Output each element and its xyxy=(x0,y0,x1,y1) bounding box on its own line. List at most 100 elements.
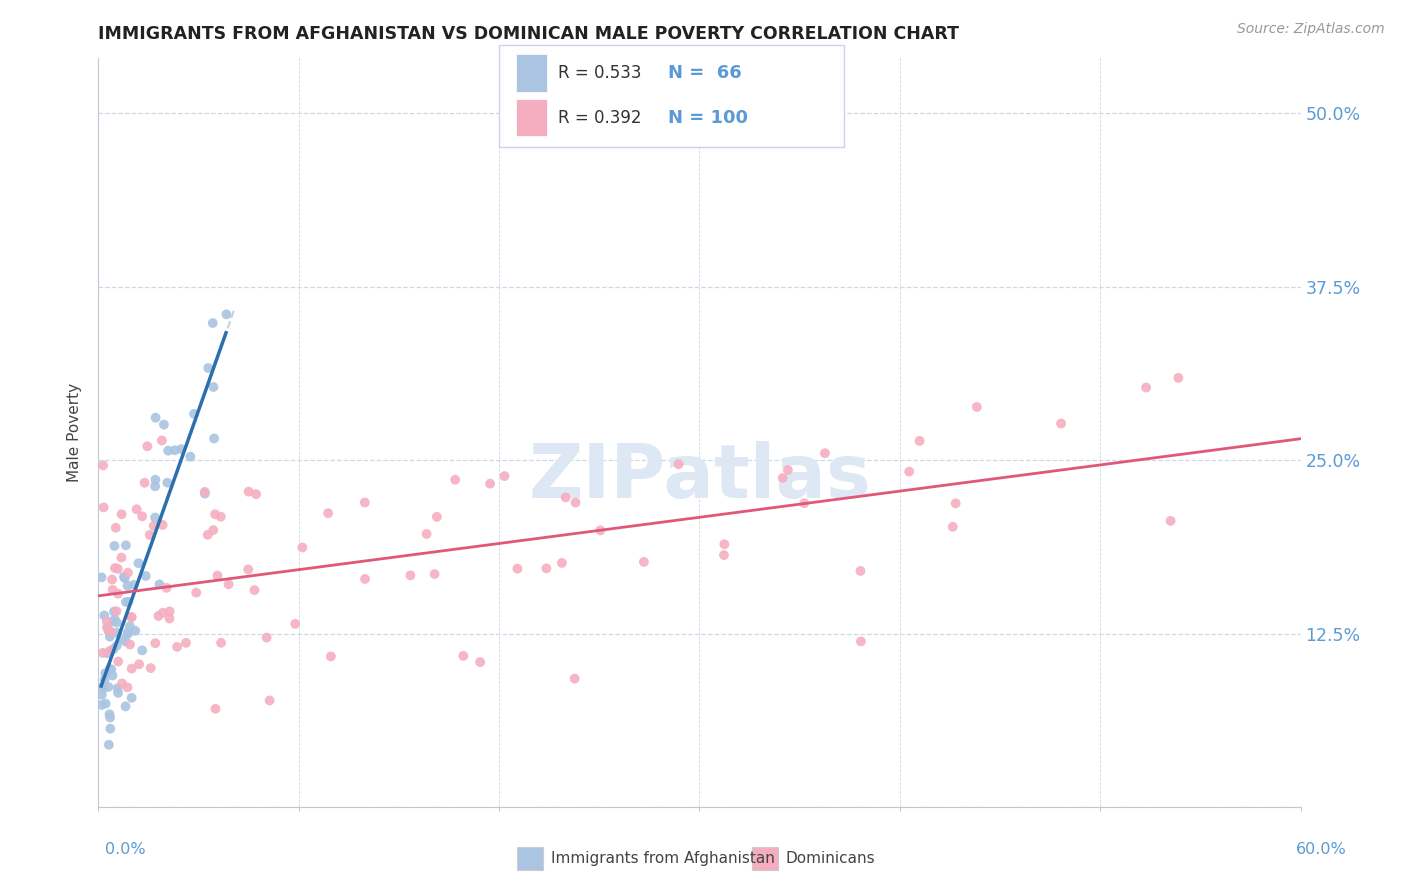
Point xyxy=(170,442,193,456)
Point xyxy=(849,634,872,648)
Point xyxy=(204,702,226,716)
Text: IMMIGRANTS FROM AFGHANISTAN VS DOMINICAN MALE POVERTY CORRELATION CHART: IMMIGRANTS FROM AFGHANISTAN VS DOMINICAN… xyxy=(98,25,959,43)
Point xyxy=(319,649,342,664)
Point xyxy=(207,568,229,582)
Point xyxy=(96,646,118,660)
Point xyxy=(107,562,129,576)
Point xyxy=(148,609,170,624)
Point xyxy=(104,613,127,627)
Point xyxy=(134,475,156,490)
Point xyxy=(793,496,815,510)
Point xyxy=(101,614,124,628)
Point xyxy=(94,666,117,681)
Point xyxy=(128,556,150,570)
Point xyxy=(218,577,240,591)
Point xyxy=(104,521,127,535)
Point xyxy=(117,625,139,640)
Point xyxy=(814,446,837,460)
Point xyxy=(97,680,120,694)
Point xyxy=(114,634,136,648)
Point xyxy=(97,623,120,637)
Point xyxy=(183,407,205,421)
Point xyxy=(104,561,127,575)
Point xyxy=(506,562,529,576)
Point xyxy=(194,484,217,499)
Point xyxy=(111,676,134,690)
Point xyxy=(423,567,446,582)
Text: Source: ZipAtlas.com: Source: ZipAtlas.com xyxy=(1237,22,1385,37)
Point xyxy=(148,577,170,591)
Point xyxy=(103,605,125,619)
Text: ZIPatlas: ZIPatlas xyxy=(529,441,870,514)
Point xyxy=(98,710,121,724)
Point xyxy=(551,556,574,570)
Point xyxy=(98,722,121,736)
Point xyxy=(143,510,166,524)
Point xyxy=(163,443,186,458)
Point xyxy=(174,636,197,650)
Point xyxy=(155,581,177,595)
Point xyxy=(668,457,690,471)
Point xyxy=(93,673,115,687)
Point xyxy=(945,496,967,510)
Point xyxy=(90,570,112,584)
Point xyxy=(114,699,136,714)
Point xyxy=(256,631,278,645)
Point xyxy=(120,610,142,624)
Point xyxy=(291,541,314,555)
Point xyxy=(143,479,166,493)
Point xyxy=(114,571,136,585)
Point xyxy=(179,450,201,464)
Point xyxy=(101,582,124,597)
Text: 60.0%: 60.0% xyxy=(1296,842,1347,856)
Point xyxy=(966,400,988,414)
Point xyxy=(91,458,114,473)
Text: R = 0.392: R = 0.392 xyxy=(558,109,641,127)
Point xyxy=(399,568,422,582)
Y-axis label: Male Poverty: Male Poverty xyxy=(67,383,83,483)
Point xyxy=(94,697,117,711)
Point xyxy=(898,465,921,479)
Point xyxy=(101,668,124,682)
Text: N = 100: N = 100 xyxy=(668,109,748,127)
Point xyxy=(159,604,181,618)
Point xyxy=(136,439,159,453)
Point xyxy=(713,537,735,551)
Point xyxy=(98,707,121,722)
Point xyxy=(105,625,128,640)
Point xyxy=(259,693,281,707)
Point xyxy=(564,495,586,509)
Point xyxy=(117,566,139,580)
Point xyxy=(209,509,232,524)
Point xyxy=(107,686,129,700)
Point xyxy=(91,646,114,660)
Point xyxy=(145,473,167,487)
Point xyxy=(197,361,219,376)
Point xyxy=(93,608,115,623)
Point xyxy=(942,520,965,534)
Point xyxy=(201,316,224,330)
Point xyxy=(150,434,173,448)
Point xyxy=(90,688,112,702)
Point xyxy=(197,528,219,542)
Point xyxy=(564,672,586,686)
Point xyxy=(118,638,141,652)
Point xyxy=(128,657,150,672)
Point xyxy=(90,681,112,695)
Point xyxy=(316,506,339,520)
Point xyxy=(131,509,153,524)
Point xyxy=(110,550,132,565)
Point xyxy=(117,579,139,593)
Point xyxy=(849,564,872,578)
Point xyxy=(139,528,162,542)
Point xyxy=(105,639,128,653)
Point xyxy=(284,616,307,631)
Point xyxy=(153,417,176,432)
Point xyxy=(125,502,148,516)
Point xyxy=(186,585,208,599)
Point xyxy=(215,307,238,321)
Text: R = 0.533: R = 0.533 xyxy=(558,64,641,82)
Point xyxy=(98,662,121,676)
Point xyxy=(115,538,138,552)
Point xyxy=(142,519,165,533)
